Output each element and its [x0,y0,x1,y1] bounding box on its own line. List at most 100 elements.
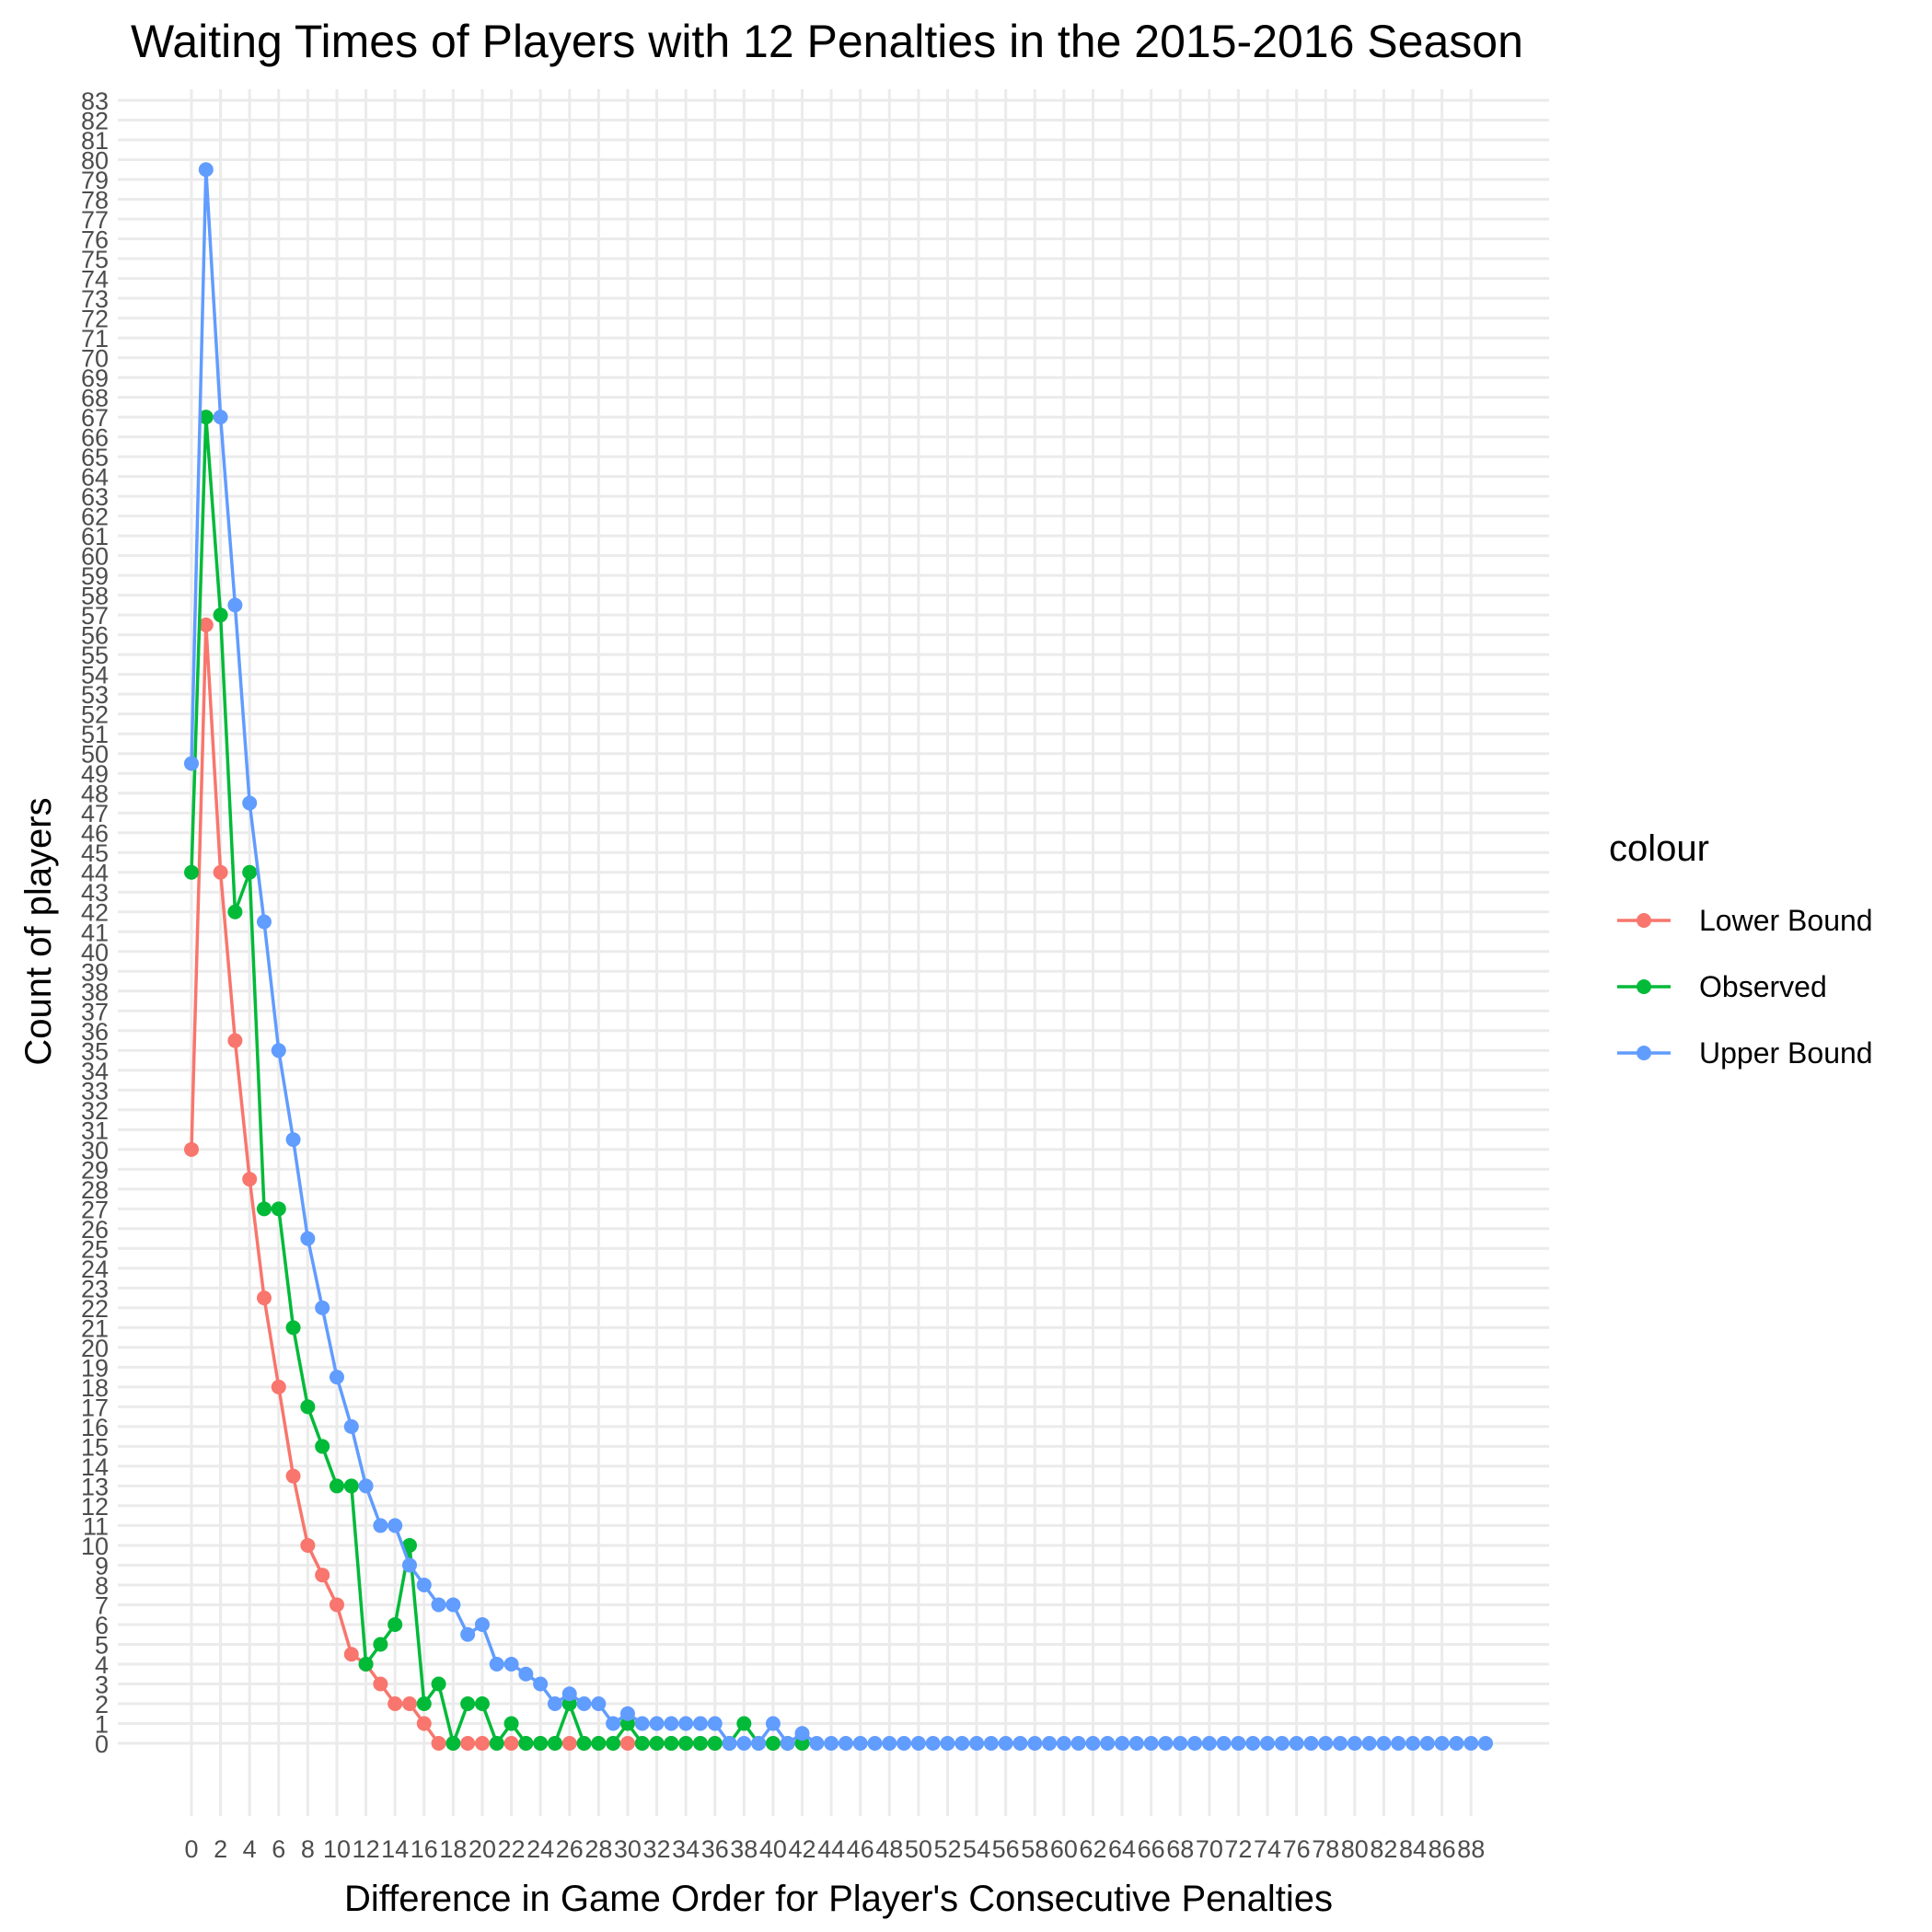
y-tick-label: 8 [95,1572,109,1600]
x-tick-label: 72 [1224,1835,1252,1863]
data-point [533,1676,549,1692]
y-tick-label: 82 [81,108,109,135]
data-point [503,1716,519,1731]
data-point [227,1033,243,1048]
y-tick-label: 55 [81,642,109,669]
data-point [343,1418,359,1434]
y-tick-label: 38 [81,978,109,1006]
data-point [198,162,214,178]
data-point [474,1616,490,1632]
data-point [474,1695,490,1711]
y-tick-label: 21 [81,1314,109,1342]
y-tick-label: 15 [81,1433,109,1461]
data-point [300,1399,316,1415]
y-tick-label: 10 [81,1533,109,1560]
data-point [692,1736,708,1751]
data-point [431,1676,446,1692]
data-point [256,1290,272,1306]
data-point [678,1716,694,1731]
data-point [969,1736,985,1751]
data-point [1406,1736,1421,1751]
data-point [373,1676,388,1692]
data-point [242,1172,258,1187]
x-tick-label: 88 [1457,1835,1485,1863]
y-tick-label: 31 [81,1116,109,1144]
y-tick-label: 3 [95,1671,109,1698]
data-point [794,1726,810,1741]
data-point [736,1736,752,1751]
y-tick-label: 79 [81,167,109,194]
data-point [358,1656,374,1672]
data-point [925,1736,941,1751]
y-tick-label: 20 [81,1335,109,1362]
y-tick-label: 49 [81,760,109,788]
y-tick-label: 29 [81,1156,109,1184]
y-tick-label: 77 [81,206,109,234]
x-tick-label: 58 [1021,1835,1048,1863]
data-point [315,1439,330,1454]
y-tick-label: 43 [81,879,109,907]
data-point [1245,1736,1261,1751]
data-point [329,1597,344,1613]
data-point [1260,1736,1276,1751]
data-point [388,1695,403,1711]
data-point [1419,1736,1435,1751]
x-tick-label: 18 [439,1835,467,1863]
data-point [242,795,258,811]
legend-key-point [1637,913,1651,928]
y-tick-label: 22 [81,1295,109,1323]
data-point [285,1468,301,1484]
y-tick-label: 57 [81,602,109,630]
legend-key-point [1637,1046,1651,1060]
legend-label: Lower Bound [1699,904,1873,937]
y-tick-label: 60 [81,543,109,571]
data-point [882,1736,897,1751]
data-point [751,1736,767,1751]
data-point [765,1716,781,1731]
data-point [416,1577,432,1592]
data-point [1434,1736,1450,1751]
data-point [343,1478,359,1494]
data-point [824,1736,839,1751]
y-tick-label: 2 [95,1691,109,1718]
x-tick-label: 24 [526,1835,554,1863]
data-point [576,1695,592,1711]
y-tick-label: 37 [81,998,109,1025]
x-tick-label: 4 [243,1835,257,1863]
x-tick-label: 36 [701,1835,729,1863]
axes: 0123456789101112131415161718192021222324… [81,87,1485,1863]
data-point [1143,1736,1159,1751]
data-point [401,1695,417,1711]
data-point [300,1537,316,1553]
x-tick-label: 30 [614,1835,642,1863]
data-point [547,1736,562,1751]
y-tick-label: 11 [83,1512,109,1540]
data-point [983,1736,999,1751]
y-tick-label: 81 [81,127,109,155]
data-point [401,1557,417,1573]
y-tick-label: 1 [95,1710,109,1738]
y-tick-label: 26 [81,1216,109,1244]
y-tick-label: 70 [81,345,109,373]
data-point [198,617,214,632]
data-point [634,1736,650,1751]
data-point [198,410,214,425]
y-tick-label: 62 [81,503,109,531]
y-tick-label: 64 [81,464,109,492]
y-tick-label: 46 [81,820,109,848]
data-point [664,1716,679,1731]
y-tick-label: 69 [81,364,109,392]
data-point [1478,1736,1493,1751]
data-point [619,1736,635,1751]
y-tick-label: 13 [81,1473,109,1500]
y-tick-label: 18 [81,1374,109,1402]
y-tick-label: 34 [81,1058,109,1085]
data-point [256,1201,272,1217]
x-tick-label: 6 [272,1835,285,1863]
x-tick-label: 68 [1166,1835,1194,1863]
data-point [1318,1736,1334,1751]
data-point [1376,1736,1392,1751]
legend-label: Observed [1699,970,1827,1003]
data-point [1303,1736,1319,1751]
